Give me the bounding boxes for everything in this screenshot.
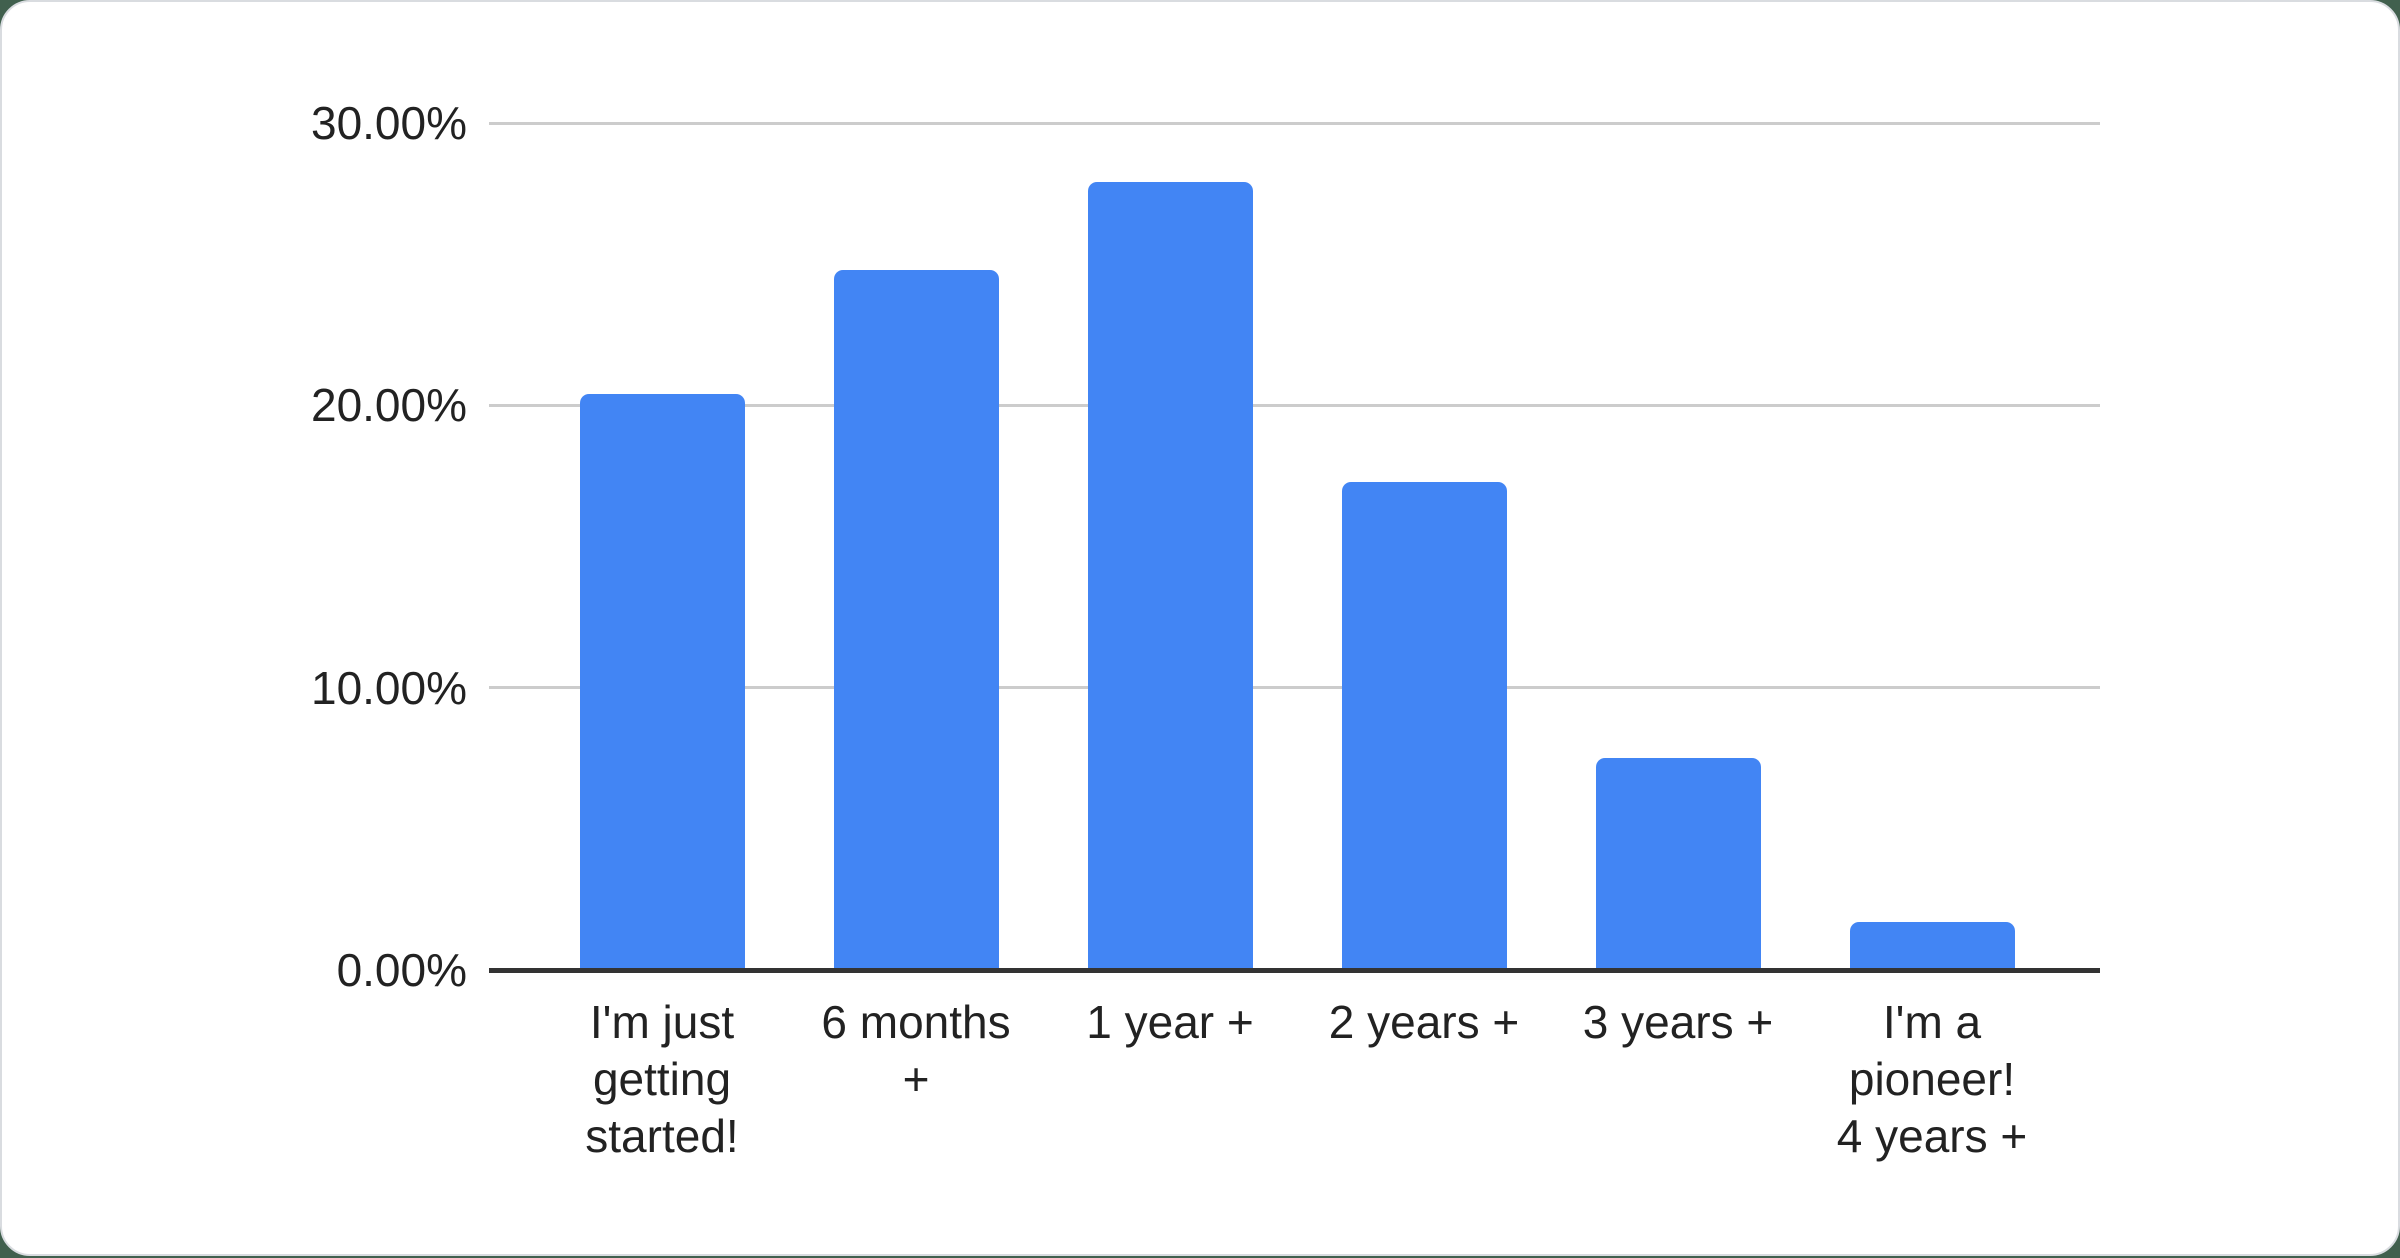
bar[interactable] [1595, 758, 1761, 970]
x-axis-category-label-line: 3 years + [1582, 996, 1774, 1048]
x-axis-category-label: 2 years + [1297, 994, 1551, 1051]
x-axis-category-label-line: started! [585, 1110, 739, 1162]
x-axis-category-label-line: + [902, 1053, 930, 1105]
gridline [489, 686, 2100, 690]
x-axis-category-label: I'm just getting started! [535, 994, 789, 1165]
bar[interactable] [833, 269, 999, 970]
x-axis-category-label-line: 4 years + [1836, 1110, 2028, 1162]
x-axis-category-label: 6 months + [789, 994, 1043, 1108]
x-axis-category-label-line: 1 year + [1086, 996, 1254, 1048]
x-axis-category-label-line: I'm a [1882, 996, 1982, 1048]
x-axis-category-label-line: getting [592, 1053, 732, 1105]
x-axis-category-label: 1 year + [1043, 994, 1297, 1051]
bar[interactable] [1341, 481, 1507, 970]
x-axis-category-label-line: 6 months [821, 996, 1011, 1048]
y-axis-tick-label: 10.00% [310, 661, 467, 714]
x-axis-category-label-line: I'm just [589, 996, 735, 1048]
gridline [489, 403, 2100, 407]
bar[interactable] [1087, 182, 1253, 970]
x-axis-category-label-line: pioneer! [1848, 1053, 2016, 1105]
x-axis-category-label: I'm a pioneer! 4 years + [1805, 994, 2059, 1165]
x-axis-category-label: 3 years + [1551, 994, 1805, 1051]
y-axis-tick-label: 0.00% [336, 944, 467, 996]
bar[interactable] [1849, 922, 2015, 970]
y-axis-tick-label: 20.00% [310, 379, 467, 432]
x-axis-line [489, 968, 2100, 973]
gridline [489, 121, 2100, 125]
x-axis-category-label-line: 2 years + [1328, 996, 1520, 1048]
bar[interactable] [579, 394, 745, 970]
y-axis-tick-label: 30.00% [310, 97, 467, 149]
